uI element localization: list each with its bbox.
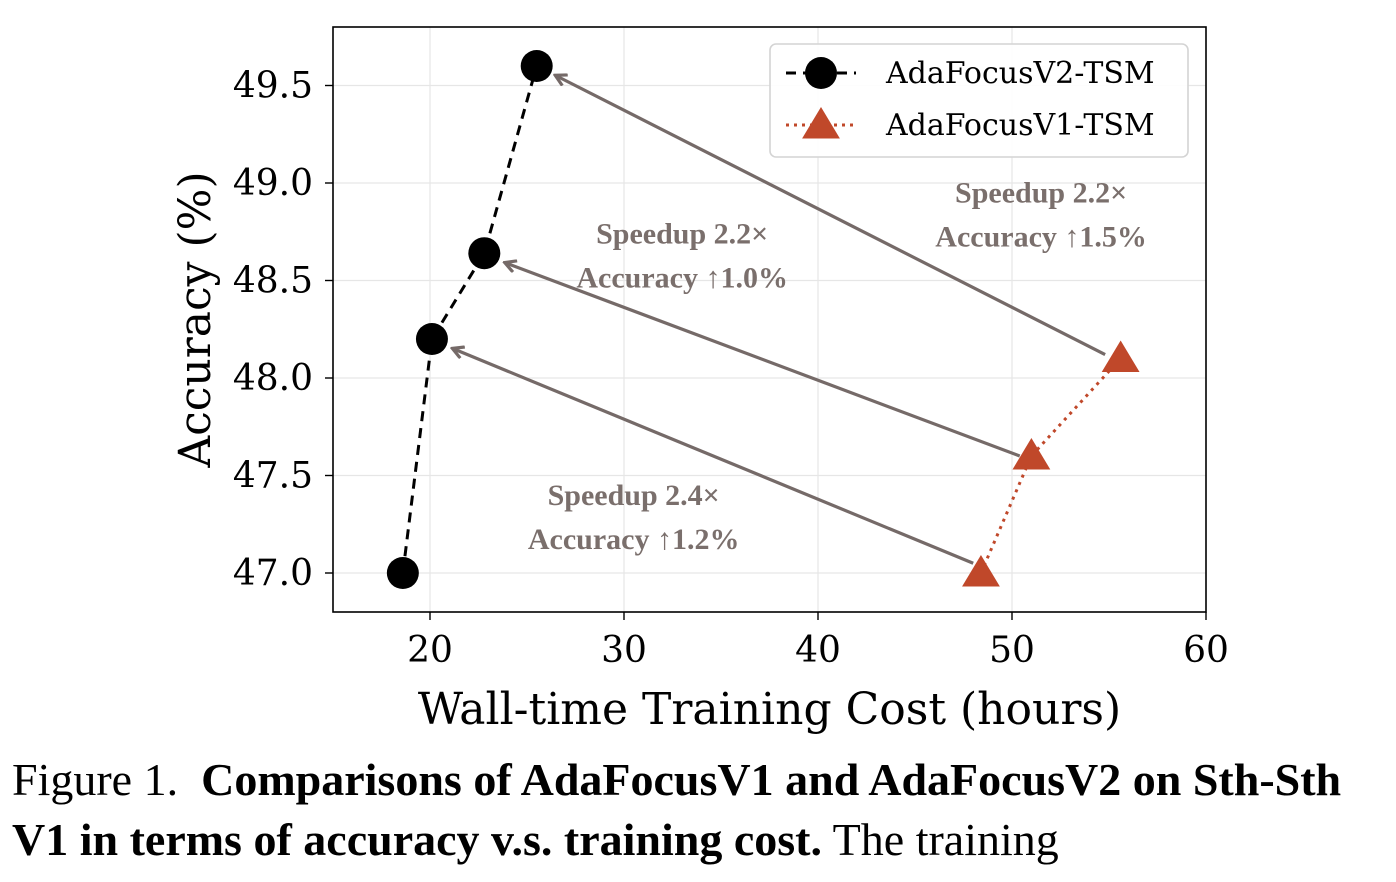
y-tick-label: 49.5 <box>233 66 313 107</box>
series-line <box>979 357 1122 574</box>
annotations: Speedup 2.4× Accuracy ↑1.2% Speedup 2.2× Ac… <box>528 177 1147 556</box>
y-tick-label: 47.0 <box>233 553 313 594</box>
speedup-arrow <box>453 349 974 565</box>
arrows <box>453 76 1106 565</box>
speedup-annotation: Speedup 2.2× Accuracy ↑1.0% <box>576 217 788 294</box>
figure-caption: Figure 1. Comparisons of AdaFocusV1 and … <box>12 750 1392 870</box>
ticks: 20 30 40 50 60 47.0 47.5 48.0 48.5 49.0 49.5 <box>233 66 1229 672</box>
annotation-line: Accuracy ↑1.2% <box>528 523 740 556</box>
x-tick-label: 30 <box>601 630 647 671</box>
chart: 20 30 40 50 60 47.0 47.5 48.0 48.5 49.0 49.5 Speed… <box>170 26 1229 735</box>
series-line <box>401 65 539 574</box>
annotation-line: Speedup 2.2× <box>596 217 768 250</box>
y-tick-label: 47.5 <box>233 456 313 497</box>
y-axis-label: Accuracy (%) <box>170 171 221 468</box>
speedup-arrow <box>556 76 1106 357</box>
speedup-annotation: Speedup 2.2× Accuracy ↑1.5% <box>935 177 1147 254</box>
data-point-triangle <box>1101 340 1140 372</box>
legend: AdaFocusV2-TSM AdaFocusV1-TSM <box>769 43 1189 158</box>
data-point-circle <box>468 237 501 270</box>
data-point-triangle <box>962 555 1000 587</box>
legend-marker-circle <box>805 57 837 89</box>
annotation-line: Accuracy ↑1.0% <box>576 261 788 294</box>
legend-label: AdaFocusV1-TSM <box>885 108 1155 143</box>
annotation-line: Speedup 2.4× <box>548 479 720 512</box>
x-tick-label: 40 <box>795 630 841 671</box>
caption-title: Comparisons of AdaFocusV1 and AdaFocusV2… <box>12 754 1342 865</box>
caption-text: The training <box>832 814 1059 865</box>
data-point-circle <box>386 557 419 589</box>
data-point-circle <box>520 50 553 82</box>
x-tick-label: 50 <box>989 630 1035 671</box>
x-tick-label: 60 <box>1183 630 1229 671</box>
plot-frame <box>332 26 1207 613</box>
x-tick-label: 20 <box>407 630 453 671</box>
data-point-circle <box>415 323 448 355</box>
legend-label: AdaFocusV2-TSM <box>885 56 1155 91</box>
legend-box <box>769 43 1189 158</box>
series <box>386 50 1140 589</box>
data-point-triangle <box>1012 438 1051 470</box>
y-tick-label: 49.0 <box>233 163 313 204</box>
y-tick-label: 48.5 <box>233 261 313 302</box>
y-tick-label: 48.0 <box>233 358 313 399</box>
speedup-annotation: Speedup 2.4× Accuracy ↑1.2% <box>528 479 740 556</box>
annotation-line: Speedup 2.2× <box>955 177 1127 210</box>
x-axis-label: Wall-time Training Cost (hours) <box>418 684 1121 735</box>
annotation-line: Accuracy ↑1.5% <box>935 221 1147 254</box>
caption-label: Figure 1. <box>12 754 179 805</box>
speedup-arrow <box>506 263 1021 458</box>
legend-marker-triangle <box>802 107 840 139</box>
